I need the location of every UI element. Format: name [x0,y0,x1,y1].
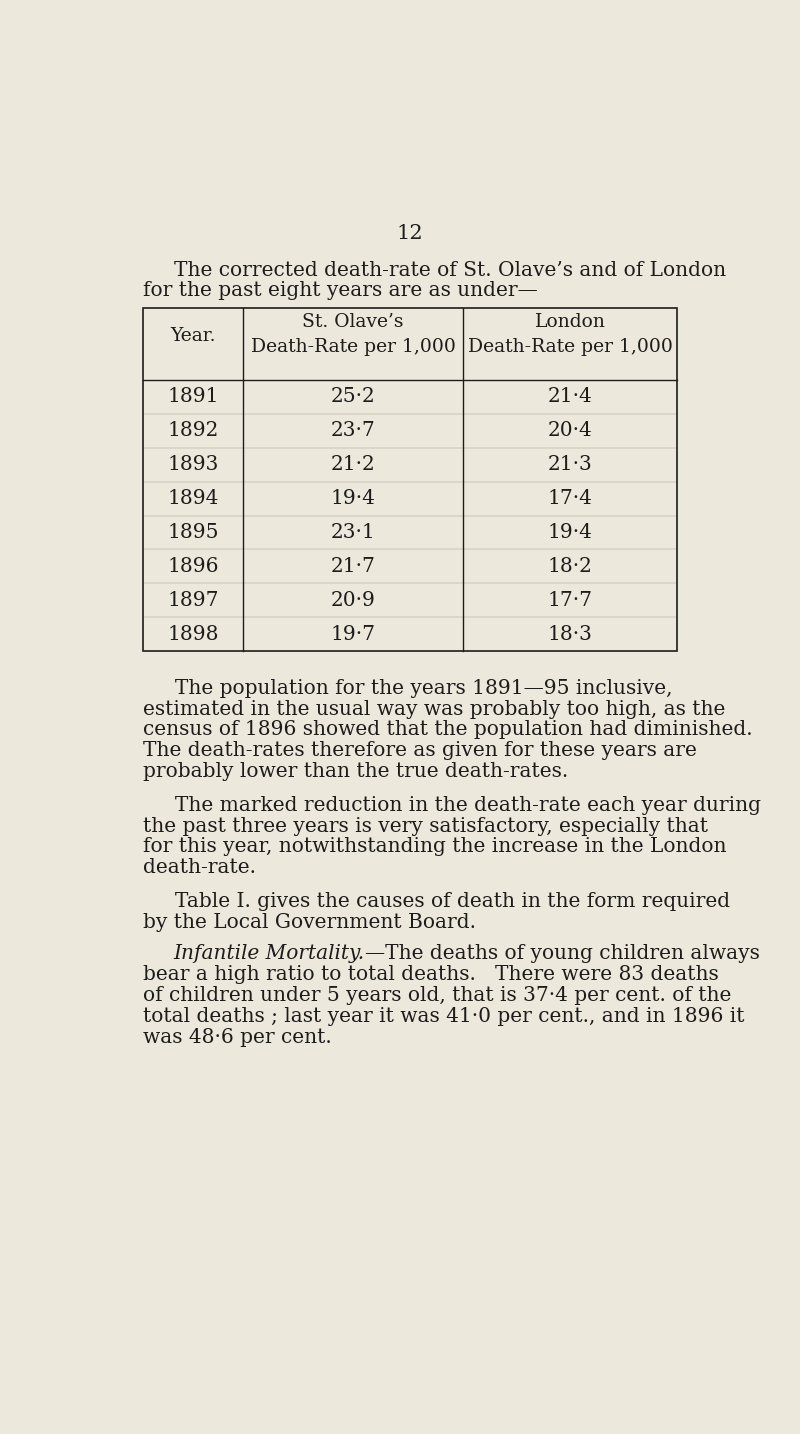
Text: 1891: 1891 [167,387,218,406]
Text: estimated in the usual way was probably too high, as the: estimated in the usual way was probably … [142,700,725,718]
Text: The marked reduction in the death-rate each year during: The marked reduction in the death-rate e… [142,796,761,815]
Text: total deaths ; last year it was 41·0 per cent., and in 1896 it: total deaths ; last year it was 41·0 per… [142,1007,744,1025]
Text: probably lower than the true death-rates.: probably lower than the true death-rates… [142,761,568,782]
Text: 20·4: 20·4 [548,422,593,440]
Text: 1896: 1896 [167,556,218,576]
Text: 1894: 1894 [167,489,218,508]
Text: of children under 5 years old, that is 37·4 per cent. of the: of children under 5 years old, that is 3… [142,987,731,1005]
Text: 19·4: 19·4 [547,523,593,542]
Text: 23·7: 23·7 [330,422,375,440]
Text: the past three years is very satisfactory, especially that: the past three years is very satisfactor… [142,816,708,836]
Text: 19·7: 19·7 [330,625,375,644]
Text: 1897: 1897 [167,591,218,609]
Text: 1895: 1895 [167,523,218,542]
Text: 23·1: 23·1 [330,523,375,542]
Text: 21·3: 21·3 [548,455,593,475]
Text: for the past eight years are as under—: for the past eight years are as under— [142,281,538,300]
Bar [142,308,678,651]
Text: 1892: 1892 [167,422,218,440]
Text: 18·3: 18·3 [547,625,593,644]
Text: 21·2: 21·2 [330,455,375,475]
Text: 20·9: 20·9 [330,591,375,609]
Text: 1893: 1893 [167,455,218,475]
Text: death-rate.: death-rate. [142,858,256,878]
Text: St. Olave’s
Death-Rate per 1,000: St. Olave’s Death-Rate per 1,000 [250,314,455,357]
Text: 12: 12 [397,225,423,244]
Text: for this year, notwithstanding the increase in the London: for this year, notwithstanding the incre… [142,837,726,856]
Text: The population for the years 1891—95 inclusive,: The population for the years 1891—95 inc… [142,678,672,698]
Text: 21·4: 21·4 [548,387,593,406]
Text: London
Death-Rate per 1,000: London Death-Rate per 1,000 [467,314,673,357]
Text: by the Local Government Board.: by the Local Government Board. [142,913,476,932]
Text: 1898: 1898 [167,625,218,644]
Text: Year.: Year. [170,327,216,346]
Text: was 48·6 per cent.: was 48·6 per cent. [142,1028,331,1047]
Text: 17·7: 17·7 [547,591,593,609]
Text: —The deaths of young children always: —The deaths of young children always [365,945,760,964]
Text: The death-rates therefore as given for these years are: The death-rates therefore as given for t… [142,741,697,760]
Text: 21·7: 21·7 [330,556,375,576]
Text: 19·4: 19·4 [330,489,375,508]
Text: Infantile Mortality.: Infantile Mortality. [174,945,365,964]
Text: 25·2: 25·2 [330,387,375,406]
Text: 18·2: 18·2 [547,556,593,576]
Text: census of 1896 showed that the population had diminished.: census of 1896 showed that the populatio… [142,720,752,740]
Text: The corrected death-rate of St. Olave’s and of London: The corrected death-rate of St. Olave’s … [174,261,726,280]
Text: Table I. gives the causes of death in the form required: Table I. gives the causes of death in th… [142,892,730,911]
Text: 17·4: 17·4 [547,489,593,508]
Text: bear a high ratio to total deaths.   There were 83 deaths: bear a high ratio to total deaths. There… [142,965,718,984]
